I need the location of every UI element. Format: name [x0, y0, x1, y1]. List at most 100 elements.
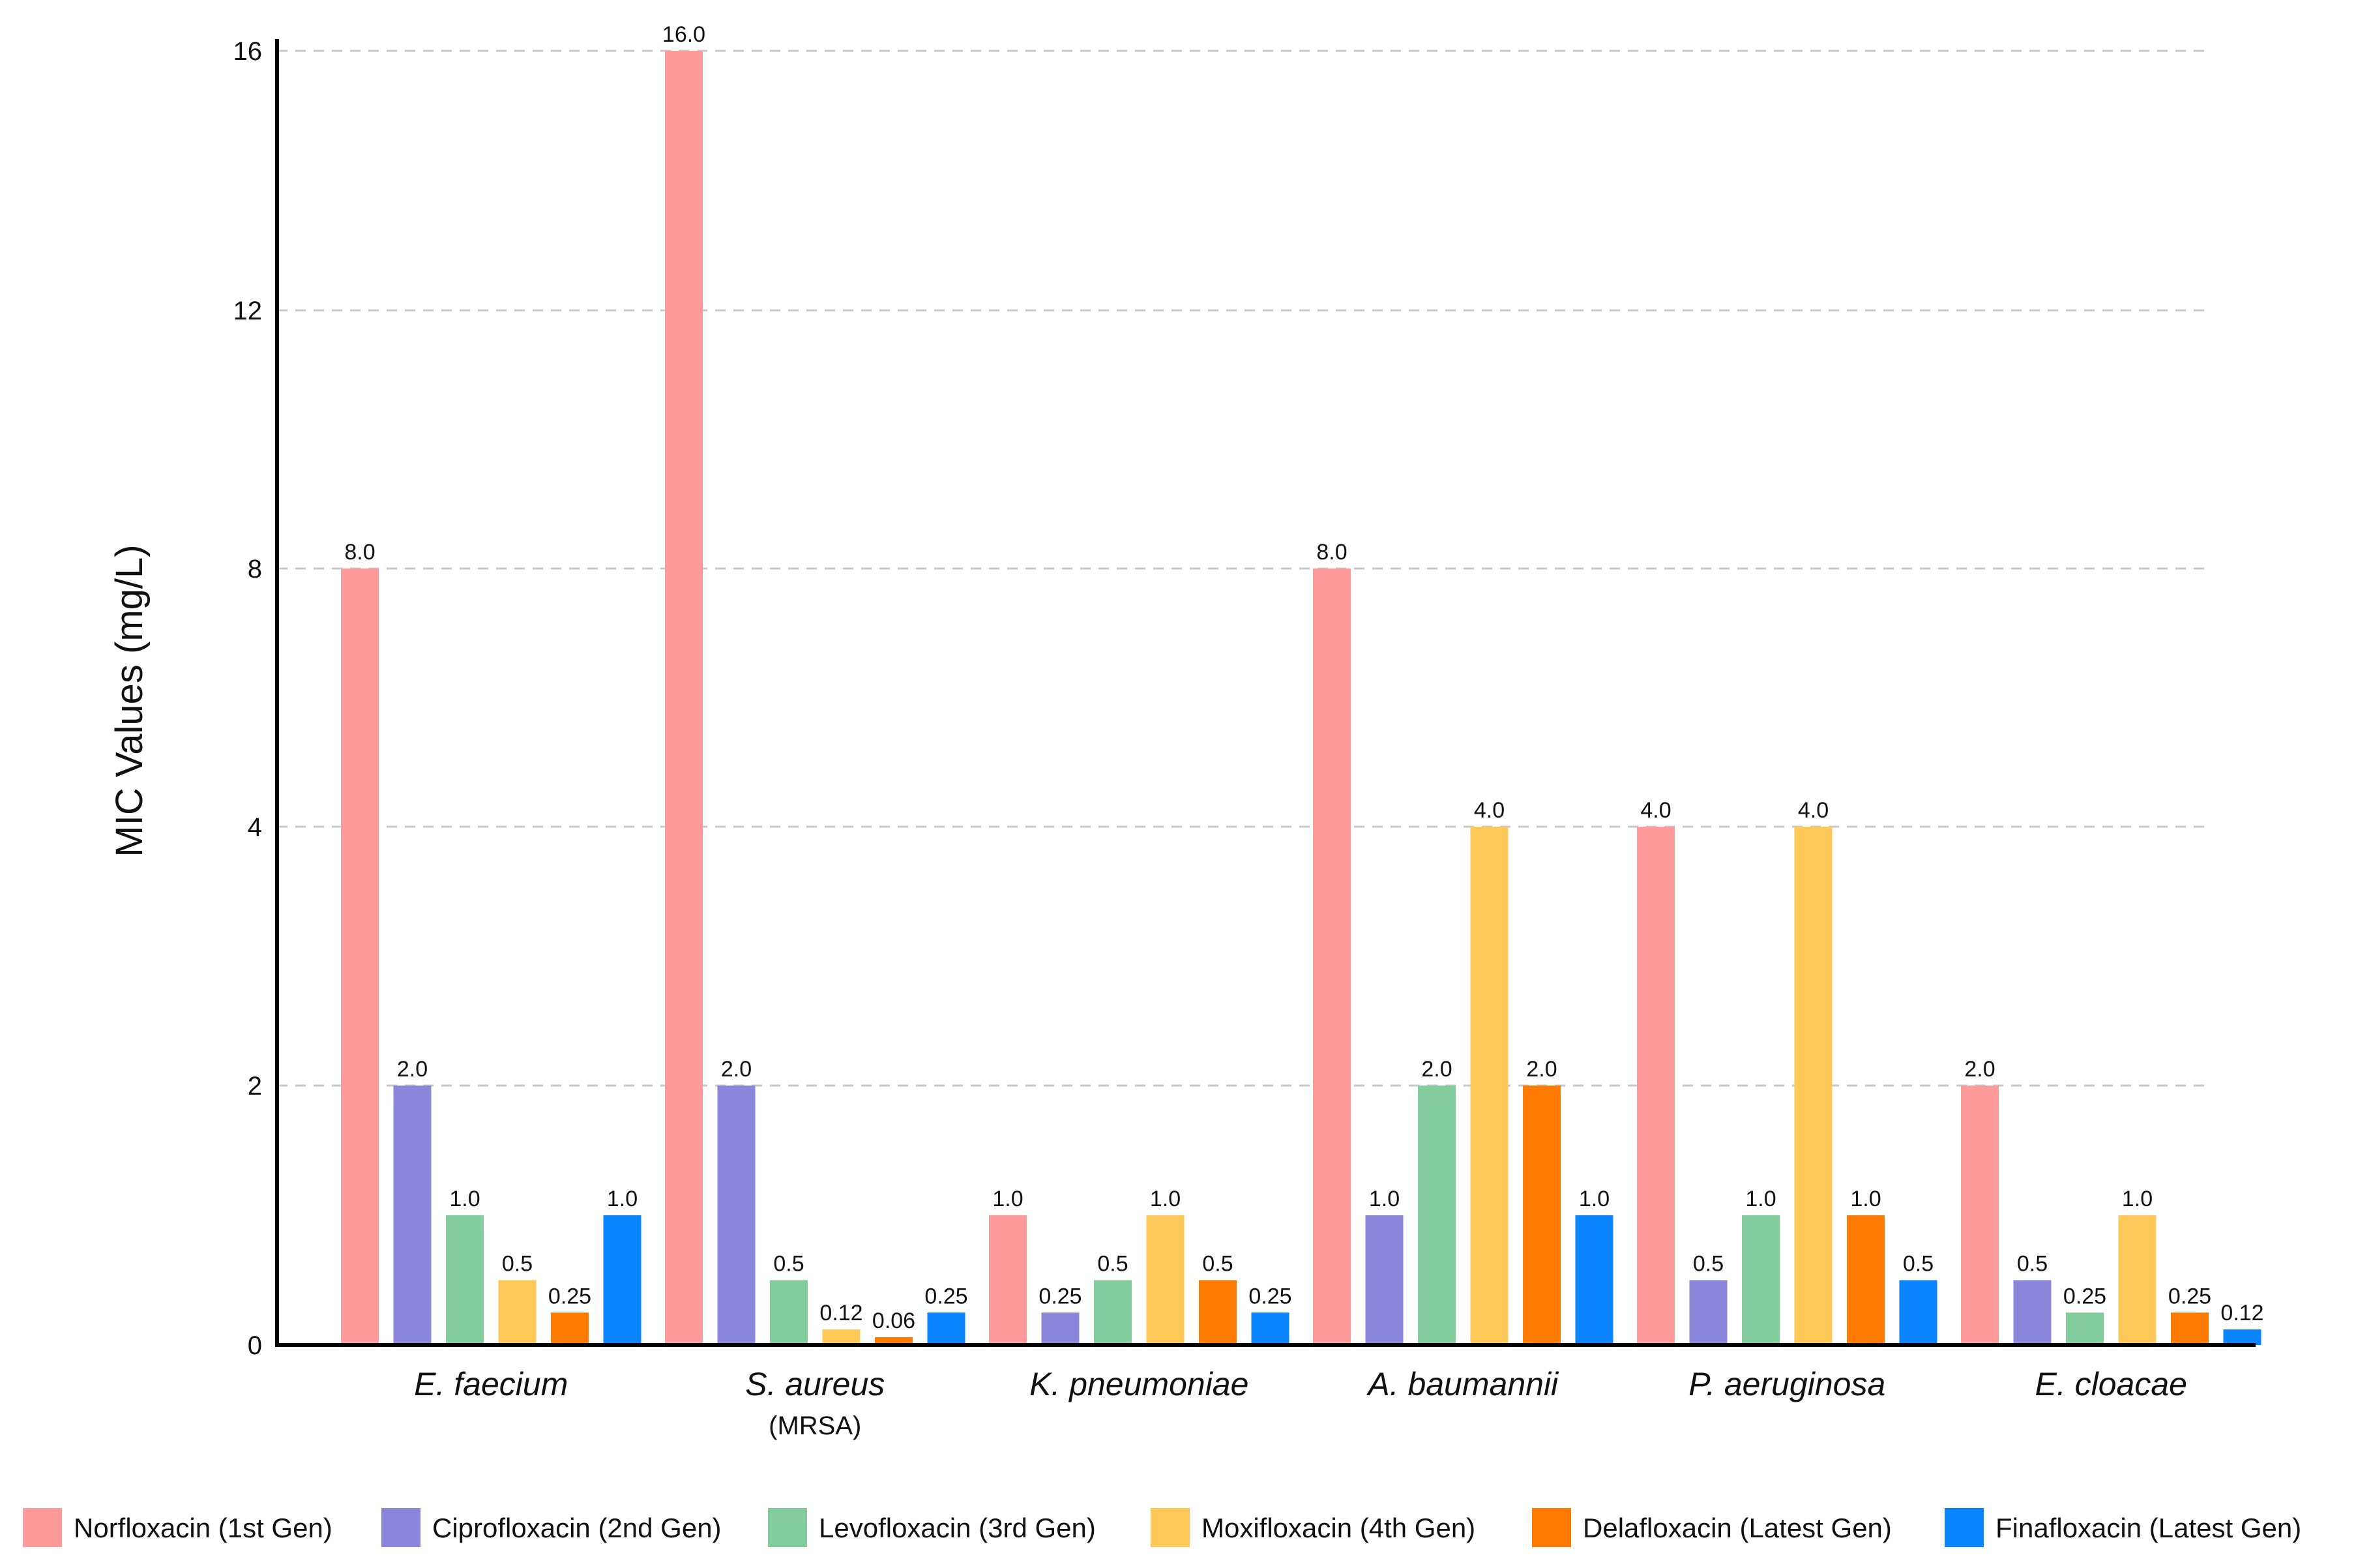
legend-item: Norfloxacin (1st Gen): [23, 1508, 332, 1547]
data-label: 0.12: [2220, 1301, 2263, 1325]
bar: [446, 1215, 484, 1345]
legend-item: Levofloxacin (3rd Gen): [768, 1508, 1096, 1547]
x-category-labels: E. faecium S. aureus (MRSA) K. pneumoniae A.…: [414, 1366, 2187, 1440]
bar: [717, 1086, 756, 1345]
legend-swatch: [381, 1508, 420, 1547]
bar: [1199, 1280, 1237, 1345]
data-label: 0.25: [2168, 1284, 2211, 1309]
legend-item: Moxifloxacin (4th Gen): [1151, 1508, 1475, 1547]
bar: [1961, 1086, 1999, 1345]
data-label: 0.5: [502, 1252, 533, 1277]
data-label: 0.25: [2063, 1284, 2106, 1309]
legend-swatch: [1532, 1508, 1571, 1547]
y-tick-label: 16: [233, 37, 263, 66]
data-label: 8.0: [344, 540, 375, 565]
legend-label: Delafloxacin (Latest Gen): [1583, 1513, 1892, 1543]
bar: [1094, 1280, 1132, 1345]
bar: [1899, 1280, 1937, 1345]
y-tick-label: 8: [248, 555, 262, 584]
data-label: 1.0: [1369, 1187, 1400, 1211]
axes: [275, 39, 2256, 1347]
bar: [1575, 1215, 1613, 1345]
data-label: 0.5: [1693, 1252, 1724, 1277]
data-label: 1.0: [1745, 1187, 1776, 1211]
x-category-label: E. cloacae: [2035, 1366, 2187, 1402]
y-tick-labels: 0 2 4 8 12 16: [233, 37, 263, 1360]
bar: [1637, 827, 1675, 1345]
data-label: 8.0: [1316, 540, 1347, 565]
bar: [822, 1329, 861, 1345]
y-tick-label: 12: [233, 297, 263, 325]
bar: [1742, 1215, 1780, 1345]
bar: [1470, 827, 1509, 1345]
data-label: 2.0: [397, 1057, 428, 1082]
bar: [393, 1086, 432, 1345]
y-tick-label: 0: [248, 1331, 262, 1360]
bar: [1251, 1312, 1289, 1345]
data-label: 0.5: [1097, 1252, 1128, 1277]
bar: [341, 569, 379, 1345]
x-category-label: S. aureus: [745, 1366, 885, 1402]
data-label: 4.0: [1798, 798, 1829, 823]
data-label: 1.0: [992, 1187, 1023, 1211]
data-label: 0.25: [548, 1284, 591, 1309]
bar: [665, 51, 703, 1345]
data-label: 0.5: [773, 1252, 804, 1277]
legend-swatch: [23, 1508, 62, 1547]
data-labels: 8.0 16.0 1.0 8.0 4.0 2.0 2.0 2.0 0.25 1.0 0.5 0.5 1.…: [344, 22, 2263, 1333]
data-label: 2.0: [721, 1057, 752, 1082]
legend-label: Moxifloxacin (4th Gen): [1201, 1513, 1475, 1543]
legend-label: Norfloxacin (1st Gen): [74, 1513, 332, 1543]
x-category-label: K. pneumoniae: [1029, 1366, 1248, 1402]
data-label: 1.0: [1579, 1187, 1610, 1211]
bar: [1794, 827, 1833, 1345]
bar: [498, 1280, 537, 1345]
data-label: 0.5: [2017, 1252, 2048, 1277]
legend-item: Finafloxacin (Latest Gen): [1945, 1508, 2301, 1547]
bar: [875, 1337, 913, 1345]
y-tick-label: 4: [248, 813, 262, 842]
legend-item: Delafloxacin (Latest Gen): [1532, 1508, 1892, 1547]
data-label: 4.0: [1640, 798, 1671, 823]
bar: [1847, 1215, 1885, 1345]
data-label: 1.0: [1850, 1187, 1881, 1211]
data-label: 16.0: [662, 22, 705, 47]
gridlines: [277, 50, 2210, 1087]
data-label: 0.06: [872, 1309, 915, 1333]
bar: [2013, 1280, 2052, 1345]
data-label: 1.0: [1150, 1187, 1181, 1211]
data-label: 2.0: [1421, 1057, 1452, 1082]
data-label: 0.25: [924, 1284, 967, 1309]
x-category-label: E. faecium: [414, 1366, 568, 1402]
bar: [1146, 1215, 1185, 1345]
bar: [603, 1215, 641, 1345]
data-label: 0.5: [1903, 1252, 1934, 1277]
bar: [927, 1312, 965, 1345]
data-label: 1.0: [2122, 1187, 2153, 1211]
data-label: 0.25: [1248, 1284, 1291, 1309]
bar: [1041, 1312, 1080, 1345]
bar: [1523, 1086, 1561, 1345]
data-label: 2.0: [1964, 1057, 1995, 1082]
legend-label: Ciprofloxacin (2nd Gen): [432, 1513, 722, 1543]
bar: [551, 1312, 589, 1345]
data-label: 0.12: [819, 1301, 862, 1325]
y-axis-label: MIC Values (mg/L): [108, 544, 151, 857]
bar: [2118, 1215, 2157, 1345]
bar: [2223, 1329, 2261, 1345]
bar: [1689, 1280, 1728, 1345]
data-label: 1.0: [607, 1187, 638, 1211]
bars: [341, 51, 2261, 1345]
legend-label: Finafloxacin (Latest Gen): [1995, 1513, 2301, 1543]
data-label: 0.25: [1038, 1284, 1082, 1309]
y-tick-label: 2: [248, 1072, 262, 1101]
bar: [1313, 569, 1351, 1345]
legend-swatch: [1151, 1508, 1190, 1547]
bar: [2171, 1312, 2209, 1345]
legend-swatch: [768, 1508, 807, 1547]
legend-item: Ciprofloxacin (2nd Gen): [381, 1508, 722, 1547]
data-label: 4.0: [1474, 798, 1505, 823]
legend: Norfloxacin (1st Gen) Ciprofloxacin (2nd …: [23, 1508, 2301, 1547]
bar: [1365, 1215, 1404, 1345]
